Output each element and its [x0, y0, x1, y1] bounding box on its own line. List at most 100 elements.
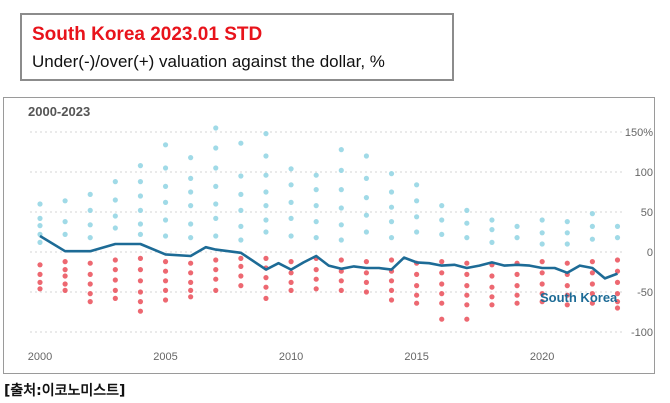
chart-frame	[3, 97, 655, 374]
x-tick-label: 2020	[530, 351, 554, 363]
undervalued-dot	[162, 278, 169, 284]
undervalued-dot	[313, 286, 319, 292]
undervalued-dot	[288, 279, 294, 285]
overvalued-dot	[213, 201, 219, 207]
undervalued-dot	[414, 271, 420, 277]
overvalued-dot	[263, 217, 269, 223]
undervalued-dot	[589, 259, 595, 265]
undervalued-dot	[564, 283, 570, 289]
overvalued-dot	[313, 235, 319, 241]
overvalued-dot	[288, 215, 294, 221]
overvalued-dot	[539, 217, 545, 223]
overvalued-dot	[564, 219, 570, 225]
undervalued-dot	[439, 300, 445, 306]
undervalued-dot	[112, 277, 118, 283]
overvalued-dot	[263, 189, 269, 195]
overvalued-dot	[213, 215, 219, 221]
overvalued-dot	[338, 187, 344, 193]
overvalued-dot	[614, 223, 621, 229]
overvalued-dot	[263, 203, 269, 209]
undervalued-dot	[489, 284, 495, 290]
undervalued-dot	[112, 257, 118, 263]
overvalued-dot	[338, 237, 344, 243]
overvalued-dot	[238, 173, 244, 179]
undervalued-dot	[614, 279, 621, 285]
overvalued-dot	[388, 204, 395, 210]
undervalued-dot	[464, 260, 470, 266]
undervalued-dot	[188, 294, 194, 300]
overvalued-dot	[313, 219, 319, 225]
overvalued-dot	[414, 214, 420, 220]
undervalued-dot	[439, 281, 445, 287]
undervalued-dot	[539, 259, 545, 265]
undervalued-dot	[489, 302, 495, 308]
dots-layer	[37, 125, 621, 322]
undervalued-dot	[188, 279, 194, 285]
overvalued-dot	[112, 179, 118, 185]
overvalued-dot	[238, 223, 244, 229]
undervalued-dot	[213, 287, 219, 293]
undervalued-dot	[37, 279, 43, 285]
undervalued-dot	[414, 292, 420, 298]
overvalued-dot	[162, 165, 169, 171]
undervalued-dot	[112, 295, 118, 301]
overvalued-dot	[514, 223, 520, 229]
overvalued-dot	[313, 172, 319, 178]
y-tick-label: -50	[637, 287, 653, 299]
undervalued-dot	[288, 259, 294, 265]
undervalued-dot	[213, 257, 219, 263]
overvalued-dot	[589, 211, 595, 217]
undervalued-dot	[137, 308, 144, 314]
overvalued-dot	[263, 229, 269, 235]
undervalued-dot	[37, 286, 43, 292]
overvalued-dot	[162, 183, 169, 189]
overvalued-dot	[388, 219, 395, 225]
overvalued-dot	[238, 191, 244, 197]
undervalued-dot	[137, 267, 144, 273]
overvalued-dot	[464, 220, 470, 226]
overvalued-dot	[188, 155, 194, 161]
overvalued-dot	[162, 142, 169, 148]
undervalued-dot	[614, 299, 621, 305]
x-tick-label: 2000	[28, 351, 52, 363]
overvalued-dot	[564, 230, 570, 236]
undervalued-dot	[539, 281, 545, 287]
undervalued-dot	[37, 271, 43, 277]
undervalued-dot	[388, 278, 395, 284]
y-tick-label: 150%	[625, 127, 653, 139]
overvalued-dot	[414, 182, 420, 188]
overvalued-dot	[37, 239, 43, 245]
undervalued-dot	[188, 287, 194, 293]
overvalued-dot	[363, 153, 370, 159]
y-tick-label: 50	[641, 207, 653, 219]
overvalued-dot	[338, 222, 344, 228]
tick-layer: 2000 2005 2010 2015 2020 150% 100 50 0 -50 -100	[28, 127, 653, 363]
undervalued-dot	[388, 257, 395, 263]
undervalued-dot	[112, 287, 118, 293]
overvalued-dot	[414, 229, 420, 235]
undervalued-dot	[238, 263, 244, 269]
overvalued-dot	[188, 189, 194, 195]
undervalued-dot	[614, 305, 621, 311]
overvalued-dot	[238, 237, 244, 243]
undervalued-dot	[363, 289, 370, 295]
overvalued-dot	[313, 203, 319, 209]
undervalued-dot	[137, 299, 144, 305]
undervalued-dot	[539, 270, 545, 276]
undervalued-dot	[363, 270, 370, 276]
south-korea-line	[39, 234, 618, 280]
overvalued-dot	[363, 195, 370, 201]
undervalued-dot	[238, 283, 244, 289]
overvalued-dot	[338, 205, 344, 211]
undervalued-dot	[37, 262, 43, 268]
undervalued-dot	[464, 271, 470, 277]
chart-subtitle: Under(-)/over(+) valuation against the d…	[32, 52, 385, 71]
chart-title: South Korea 2023.01 STD	[32, 24, 263, 45]
undervalued-dot	[388, 297, 395, 303]
y-tick-label: 100	[635, 167, 653, 179]
undervalued-dot	[263, 295, 269, 301]
undervalued-dot	[87, 299, 93, 305]
undervalued-dot	[338, 287, 344, 293]
undervalued-dot	[514, 283, 520, 289]
overvalued-dot	[188, 203, 194, 209]
